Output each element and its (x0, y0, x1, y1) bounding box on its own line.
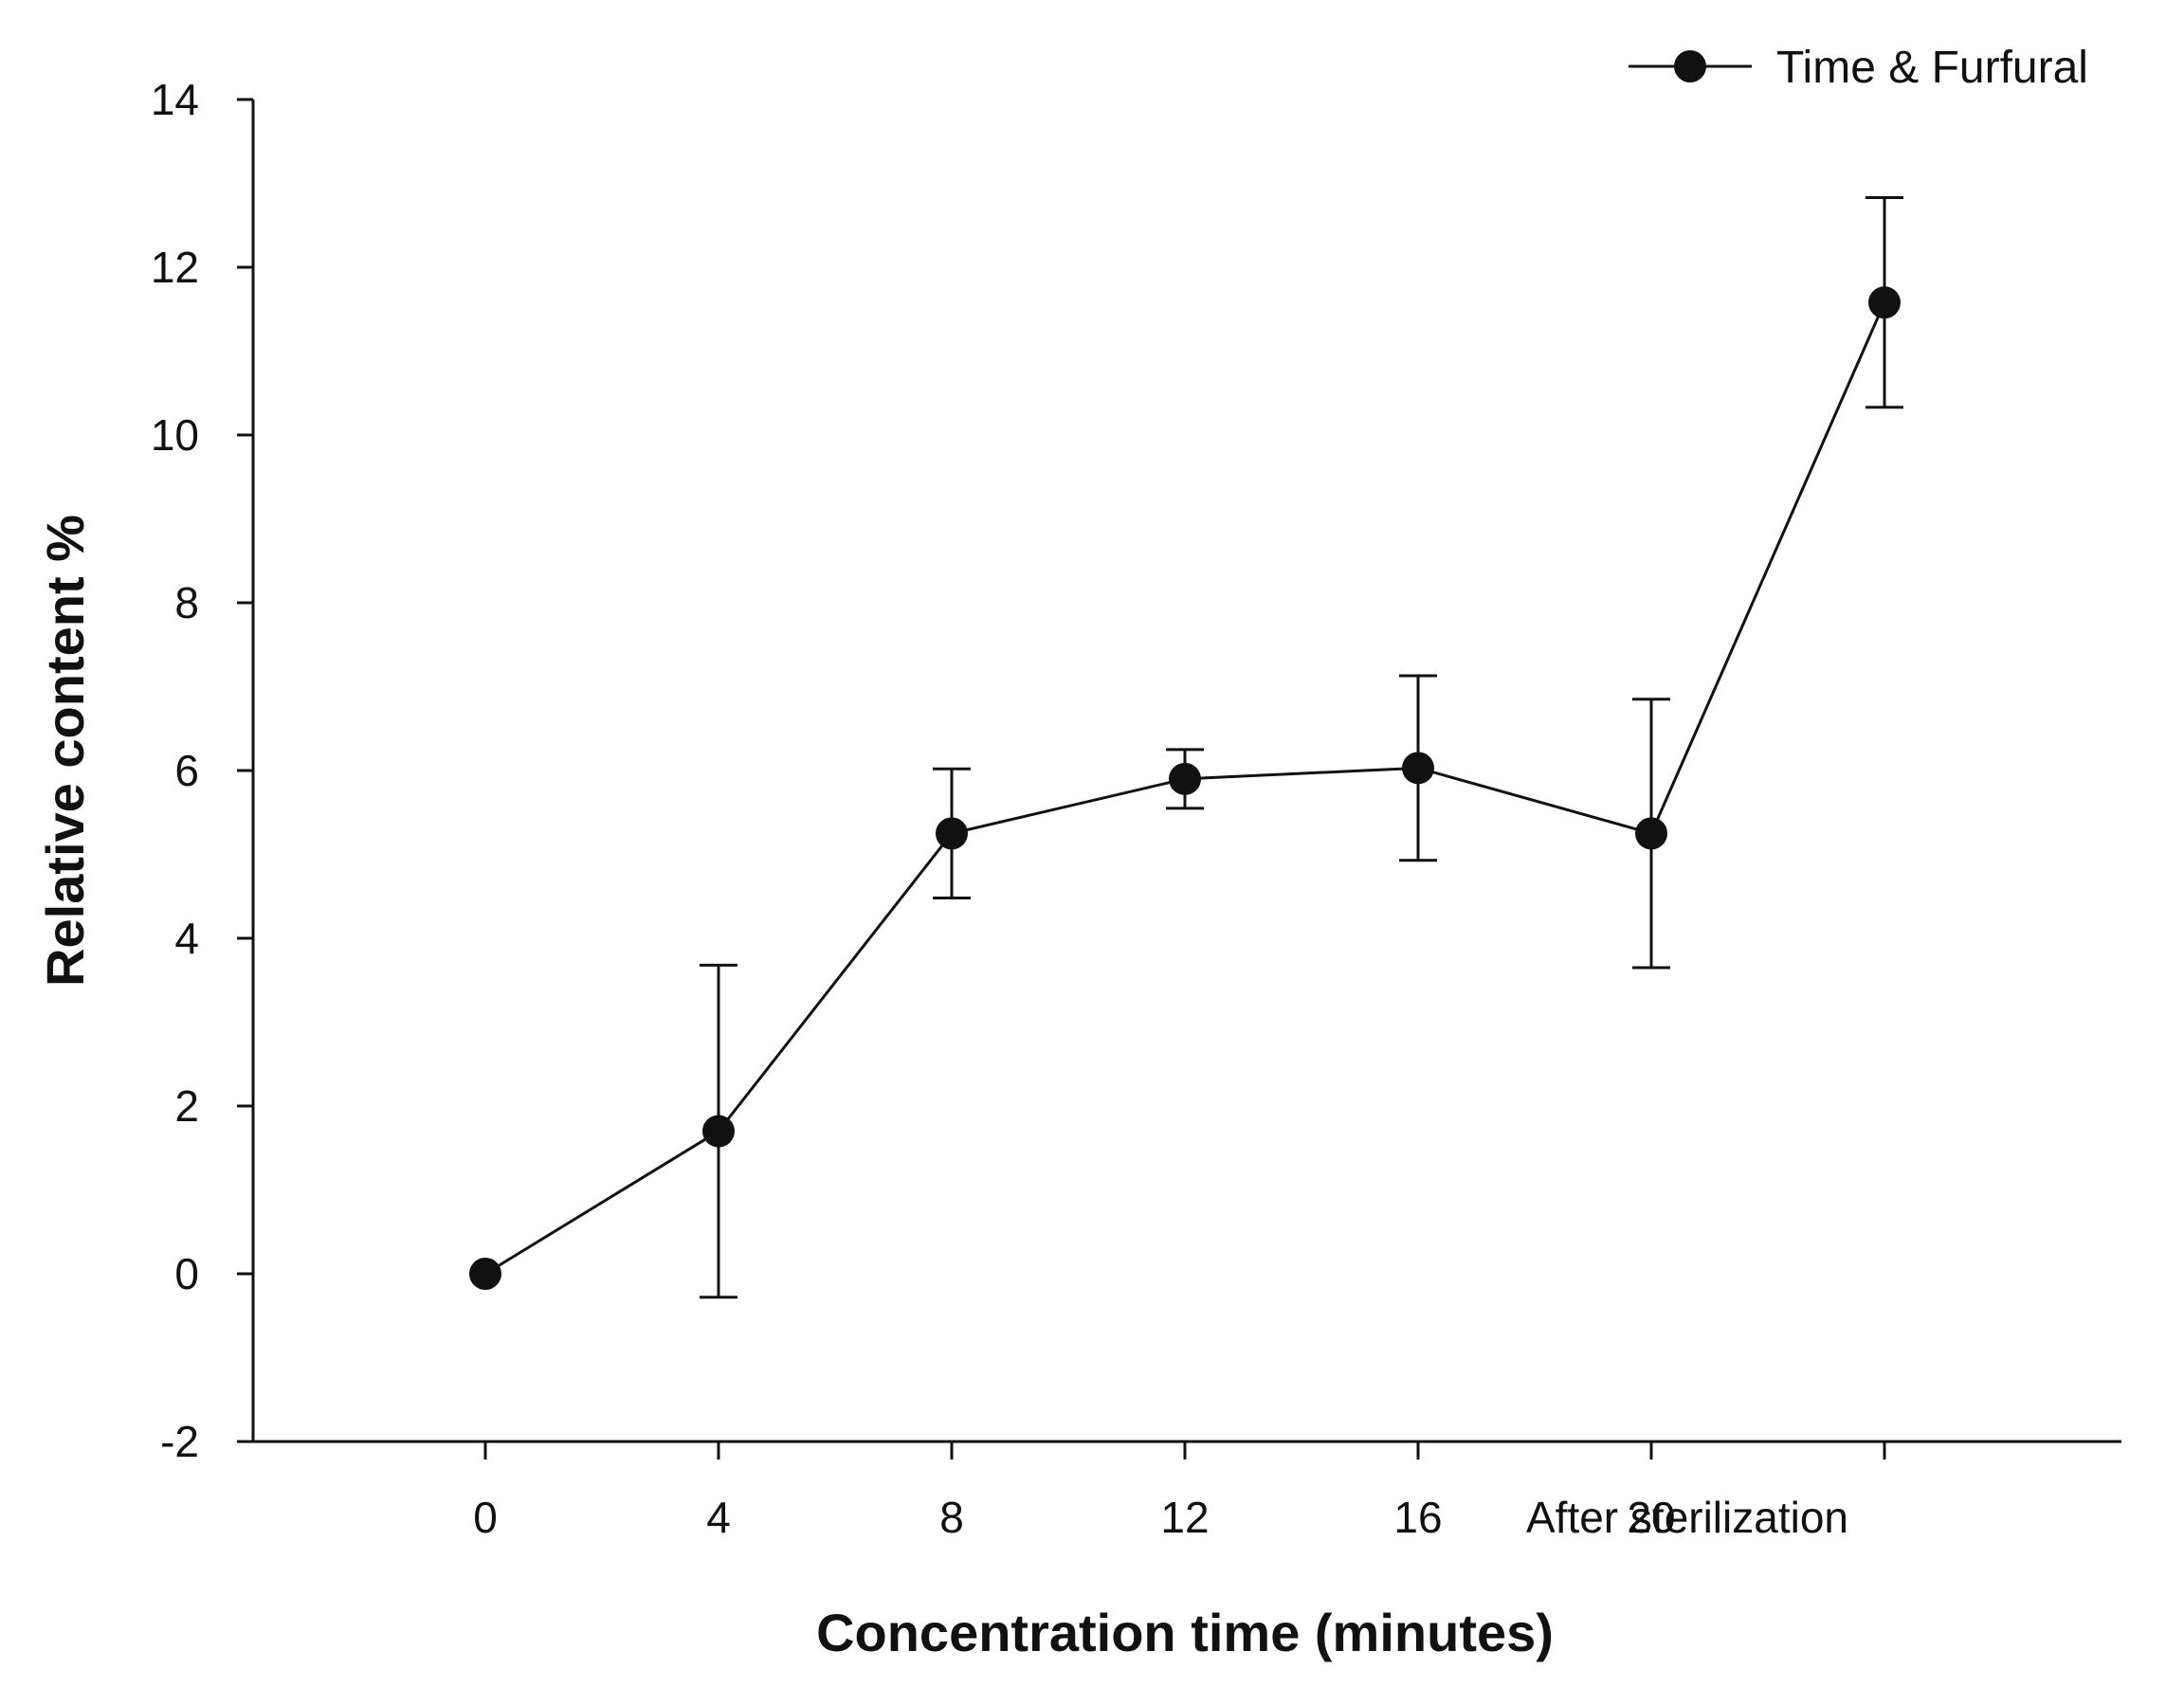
y-tick-label: 12 (151, 243, 199, 292)
error-bars (700, 196, 1903, 1299)
legend-label: Time & Furfural (1776, 43, 2088, 93)
x-tick-label: After sterilization (1526, 1493, 1848, 1542)
y-tick-label: 0 (174, 1249, 199, 1298)
data-point (1169, 762, 1201, 795)
y-tick-label: 8 (174, 578, 199, 627)
data-point (1635, 817, 1667, 850)
data-point (1868, 286, 1901, 319)
x-tick-label: 4 (706, 1493, 731, 1542)
data-point (469, 1258, 501, 1290)
y-axis-title: Relative content % (35, 515, 95, 987)
data-markers (469, 286, 1901, 1290)
legend-marker (1674, 50, 1706, 82)
y-tick-label: 6 (174, 746, 199, 795)
x-tick-label: 16 (1393, 1493, 1442, 1542)
y-tick-label: 14 (151, 75, 199, 124)
x-tick-label: 12 (1160, 1493, 1209, 1542)
x-tick-label: 20 (1627, 1493, 1675, 1542)
y-tick-label: -2 (160, 1417, 199, 1466)
y-tick-label: 10 (151, 410, 199, 460)
y-tick-label: 4 (174, 914, 199, 963)
x-tick-label: 0 (473, 1493, 498, 1542)
x-tick-label: 8 (939, 1493, 964, 1542)
y-tick-label: 2 (174, 1081, 199, 1131)
legend: Time & Furfural (1629, 43, 2088, 93)
data-point (702, 1115, 735, 1148)
data-point (1402, 752, 1434, 785)
x-axis-title: Concentration time (minutes) (816, 1603, 1554, 1662)
data-point (936, 817, 968, 850)
y-ticks: -2 0 2 4 6 8 10 12 14 (151, 75, 253, 1466)
